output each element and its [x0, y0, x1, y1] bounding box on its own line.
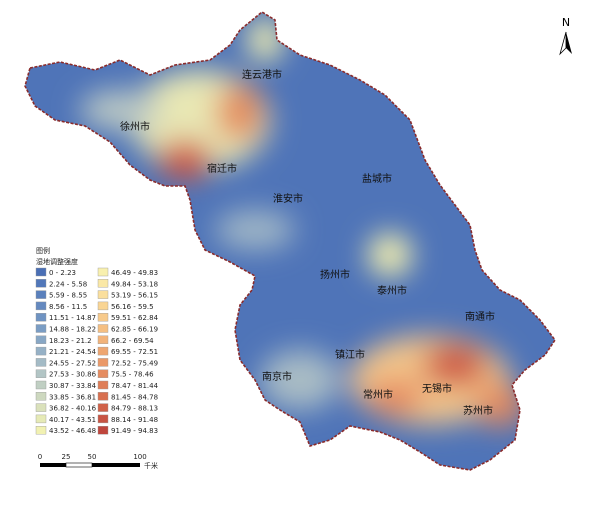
- legend-swatch: [35, 369, 47, 378]
- scale-label: 100: [133, 453, 146, 461]
- city-label: 淮安市: [273, 192, 303, 205]
- legend-swatch: [97, 414, 109, 424]
- legend-swatch: [97, 301, 109, 311]
- legend-label: 18.23 - 21.2: [49, 337, 92, 345]
- legend-swatch: [35, 346, 47, 356]
- legend-swatch: [35, 358, 47, 367]
- legend-label: 0 - 2.23: [49, 269, 76, 277]
- scale-segment: [40, 463, 66, 467]
- scale-segment: [92, 463, 140, 467]
- legend-swatch: [97, 403, 109, 412]
- city-label: 泰州市: [377, 284, 407, 297]
- legend-swatch: [97, 335, 109, 344]
- legend-swatch: [97, 324, 109, 333]
- legend-label: 75.5 - 78.46: [111, 371, 154, 379]
- legend-swatch: [35, 279, 47, 288]
- legend-swatch: [97, 380, 109, 390]
- legend-label: 21.21 - 24.54: [49, 348, 97, 356]
- legend-swatch: [97, 392, 109, 401]
- city-label: 无锡市: [422, 382, 452, 395]
- legend-label: 2.24 - 5.58: [49, 280, 87, 288]
- legend-label: 33.85 - 36.81: [49, 393, 96, 401]
- city-label: 徐州市: [120, 120, 150, 133]
- legend-label: 8.56 - 11.5: [49, 303, 87, 311]
- legend-label: 62.85 - 66.19: [111, 326, 158, 334]
- legend-label: 5.59 - 8.55: [49, 292, 87, 300]
- legend-label: 88.14 - 91.48: [111, 416, 158, 424]
- north-label: N: [562, 16, 570, 29]
- scale-label: 25: [62, 453, 71, 461]
- legend-swatch: [35, 335, 47, 344]
- legend-swatch: [97, 426, 109, 435]
- legend-label: 36.82 - 40.16: [49, 405, 97, 413]
- legend-swatch: [97, 346, 109, 356]
- legend-label: 46.49 - 49.83: [111, 269, 158, 277]
- legend-label: 91.49 - 94.83: [111, 427, 158, 435]
- legend-swatch: [35, 403, 47, 412]
- city-label: 南京市: [262, 370, 292, 383]
- legend-swatch: [97, 358, 109, 367]
- legend-label: 78.47 - 81.44: [111, 382, 159, 390]
- legend-label: 53.19 - 56.15: [111, 292, 158, 300]
- legend-label: 24.55 - 27.52: [49, 359, 96, 367]
- legend-swatch: [97, 369, 109, 378]
- scale-unit: 千米: [144, 461, 158, 470]
- north-arrow: N: [559, 16, 572, 56]
- legend-swatch: [35, 290, 47, 299]
- city-label: 宿迁市: [207, 162, 237, 175]
- scale-label: 50: [88, 453, 97, 461]
- legend-subtitle: 湿地调整强度: [36, 257, 78, 266]
- legend-label: 43.52 - 46.48: [49, 427, 96, 435]
- legend-swatch: [35, 426, 47, 435]
- legend-swatch: [35, 392, 47, 401]
- legend-label: 11.51 - 14.87: [49, 314, 96, 322]
- scale-segment: [65, 462, 93, 468]
- city-label: 盐城市: [362, 172, 392, 185]
- legend-swatch: [97, 279, 109, 288]
- legend-swatch: [97, 267, 109, 277]
- legend-swatch: [35, 313, 47, 322]
- legend-label: 40.17 - 43.51: [49, 416, 96, 424]
- legend-swatch: [35, 267, 47, 277]
- legend-label: 56.16 - 59.5: [111, 303, 154, 311]
- legend-label: 72.52 - 75.49: [111, 359, 158, 367]
- legend-label: 84.79 - 88.13: [111, 405, 158, 413]
- legend-swatch: [97, 290, 109, 299]
- legend-label: 66.2 - 69.54: [111, 337, 154, 345]
- legend-swatch: [35, 301, 47, 311]
- legend-label: 81.45 - 84.78: [111, 393, 158, 401]
- legend-label: 14.88 - 18.22: [49, 326, 96, 334]
- city-label: 连云港市: [242, 68, 282, 81]
- legend-label: 69.55 - 72.51: [111, 348, 158, 356]
- legend-label: 30.87 - 33.84: [49, 382, 97, 390]
- legend-swatch: [35, 324, 47, 333]
- legend-swatch: [97, 313, 109, 322]
- city-label: 镇江市: [335, 348, 365, 361]
- city-label: 南通市: [465, 310, 495, 323]
- scale-label: 0: [38, 453, 42, 461]
- legend-swatch: [35, 414, 47, 424]
- city-label: 苏州市: [463, 404, 493, 417]
- legend-title: 图例: [36, 246, 50, 255]
- city-label: 扬州市: [320, 268, 350, 281]
- legend-label: 59.51 - 62.84: [111, 314, 159, 322]
- legend-label: 49.84 - 53.18: [111, 280, 158, 288]
- legend-swatch: [35, 380, 47, 390]
- legend-label: 27.53 - 30.86: [49, 371, 97, 379]
- city-label: 常州市: [363, 388, 393, 401]
